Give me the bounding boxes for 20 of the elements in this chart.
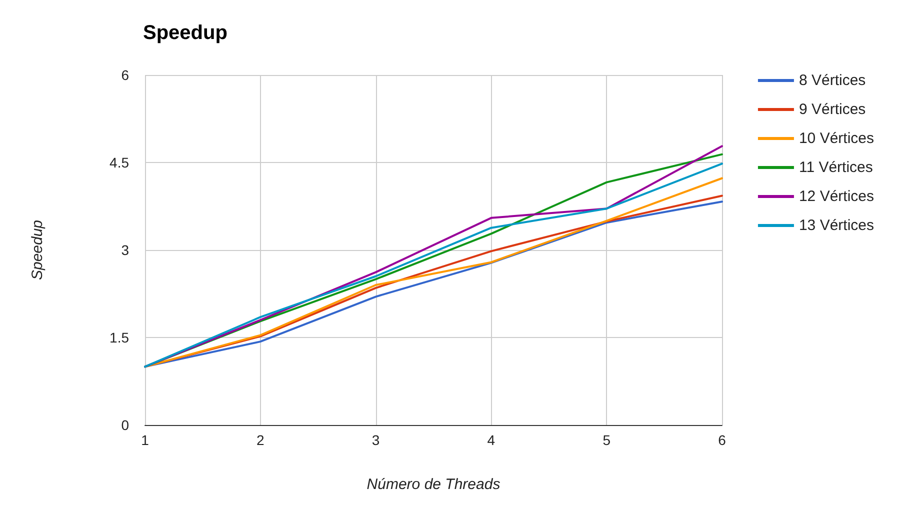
y-tick-label: 4.5 [110,154,130,170]
y-tick-label: 3 [121,242,130,258]
y-tick-label: 6 [121,67,130,83]
x-tick-label: 1 [141,432,150,448]
x-axis-title: Número de Threads [366,476,501,493]
y-tick-label: 1.5 [110,330,130,346]
x-tick-label: 5 [602,432,611,448]
y-axis-title: Speedup [29,220,46,280]
x-tick-label: 2 [256,432,264,448]
x-tick-label: 3 [372,432,380,448]
x-tick-label: 6 [718,432,726,448]
legend-label: 13 Vértices [798,217,874,234]
legend-label: 12 Vértices [798,188,874,205]
legend-label: 10 Vértices [798,130,874,147]
legend-label: 9 Vértices [798,101,866,118]
legend-label: 11 Vértices [798,159,873,176]
x-tick-label: 4 [487,432,496,448]
legend-label: 8 Vértices [798,72,866,89]
y-tick-label: 0 [121,417,130,433]
chart-title: Speedup [143,22,228,44]
